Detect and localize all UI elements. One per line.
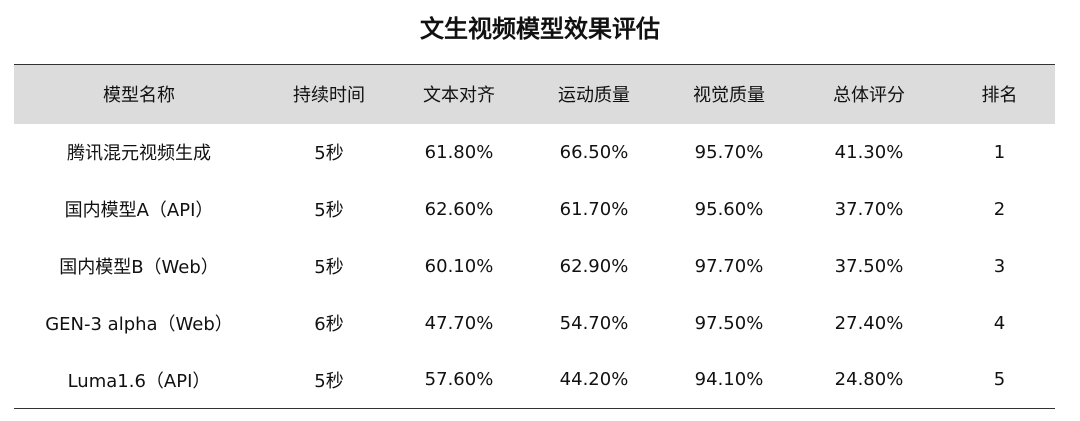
cell-rank: 1 [993, 141, 1006, 163]
cell-duration: 5秒 [264, 351, 394, 409]
cell-text-alignment: 47.70% [424, 312, 494, 334]
cell-overall-score: 41.30% [834, 141, 904, 163]
column-header-visual-quality: 视觉质量 [664, 64, 794, 124]
header-row: 模型名称 持续时间 文本对齐 运动质量 视觉质量 总体评分 排名 [14, 64, 1055, 124]
cell-text-alignment: 62.60% [424, 198, 494, 220]
table-row: 国内模型B（Web） 5秒 60.10% 62.90% 97.70% 37.50… [14, 238, 1055, 295]
cell-duration: 5秒 [314, 257, 344, 278]
column-header-motion-quality: 运动质量 [524, 64, 664, 124]
cell-motion-quality: 62.90% [559, 255, 629, 277]
table-row: 腾讯混元视频生成 5秒 61.80% 66.50% 95.70% 41.30% … [14, 124, 1055, 181]
chart-title: 文生视频模型效果评估 [420, 15, 660, 43]
column-header-model-name: 模型名称 [14, 64, 264, 124]
cell-overall-score: 37.50% [834, 255, 904, 277]
cell-model-name: 国内模型B（Web） [59, 257, 219, 278]
cell-rank: 3 [993, 255, 1006, 277]
cell-model-name: 腾讯混元视频生成 [67, 143, 211, 164]
column-header-rank: 排名 [944, 64, 1055, 124]
cell-visual-quality: 95.60% [694, 198, 764, 220]
cell-model-name: Luma1.6（API） [14, 351, 264, 409]
cell-duration: 5秒 [314, 200, 344, 221]
cell-rank: 2 [993, 198, 1006, 220]
table-row: 国内模型A（API） 5秒 62.60% 61.70% 95.60% 37.70… [14, 181, 1055, 238]
cell-motion-quality: 54.70% [559, 312, 629, 334]
cell-overall-score: 37.70% [834, 198, 904, 220]
cell-visual-quality: 95.70% [694, 141, 764, 163]
cell-overall-score: 24.80% [794, 351, 944, 409]
cell-model-name: GEN-3 alpha（Web） [45, 314, 233, 335]
evaluation-table: 模型名称 持续时间 文本对齐 运动质量 视觉质量 总体评分 排名 腾讯混元视频生… [14, 64, 1055, 409]
cell-model-name: 国内模型A（API） [64, 200, 214, 221]
cell-visual-quality: 97.70% [694, 255, 764, 277]
column-header-overall-score: 总体评分 [794, 64, 944, 124]
cell-text-alignment: 60.10% [424, 255, 494, 277]
cell-text-alignment: 57.60% [394, 351, 524, 409]
cell-motion-quality: 61.70% [559, 198, 629, 220]
column-header-duration: 持续时间 [264, 64, 394, 124]
cell-motion-quality: 66.50% [559, 141, 629, 163]
cell-duration: 5秒 [314, 143, 344, 164]
cell-rank: 4 [993, 312, 1006, 334]
cell-duration: 6秒 [314, 314, 344, 335]
cell-text-alignment: 61.80% [424, 141, 494, 163]
cell-rank: 5 [944, 351, 1055, 409]
table-row: GEN-3 alpha（Web） 6秒 47.70% 54.70% 97.50%… [14, 295, 1055, 352]
cell-overall-score: 27.40% [834, 312, 904, 334]
cell-visual-quality: 94.10% [664, 351, 794, 409]
table-row: Luma1.6（API） 5秒 57.60% 44.20% 94.10% 24.… [14, 351, 1055, 409]
cell-motion-quality: 44.20% [524, 351, 664, 409]
evaluation-table-container: 模型名称 持续时间 文本对齐 运动质量 视觉质量 总体评分 排名 腾讯混元视频生… [14, 64, 1055, 409]
cell-visual-quality: 97.50% [694, 312, 764, 334]
column-header-text-alignment: 文本对齐 [394, 64, 524, 124]
